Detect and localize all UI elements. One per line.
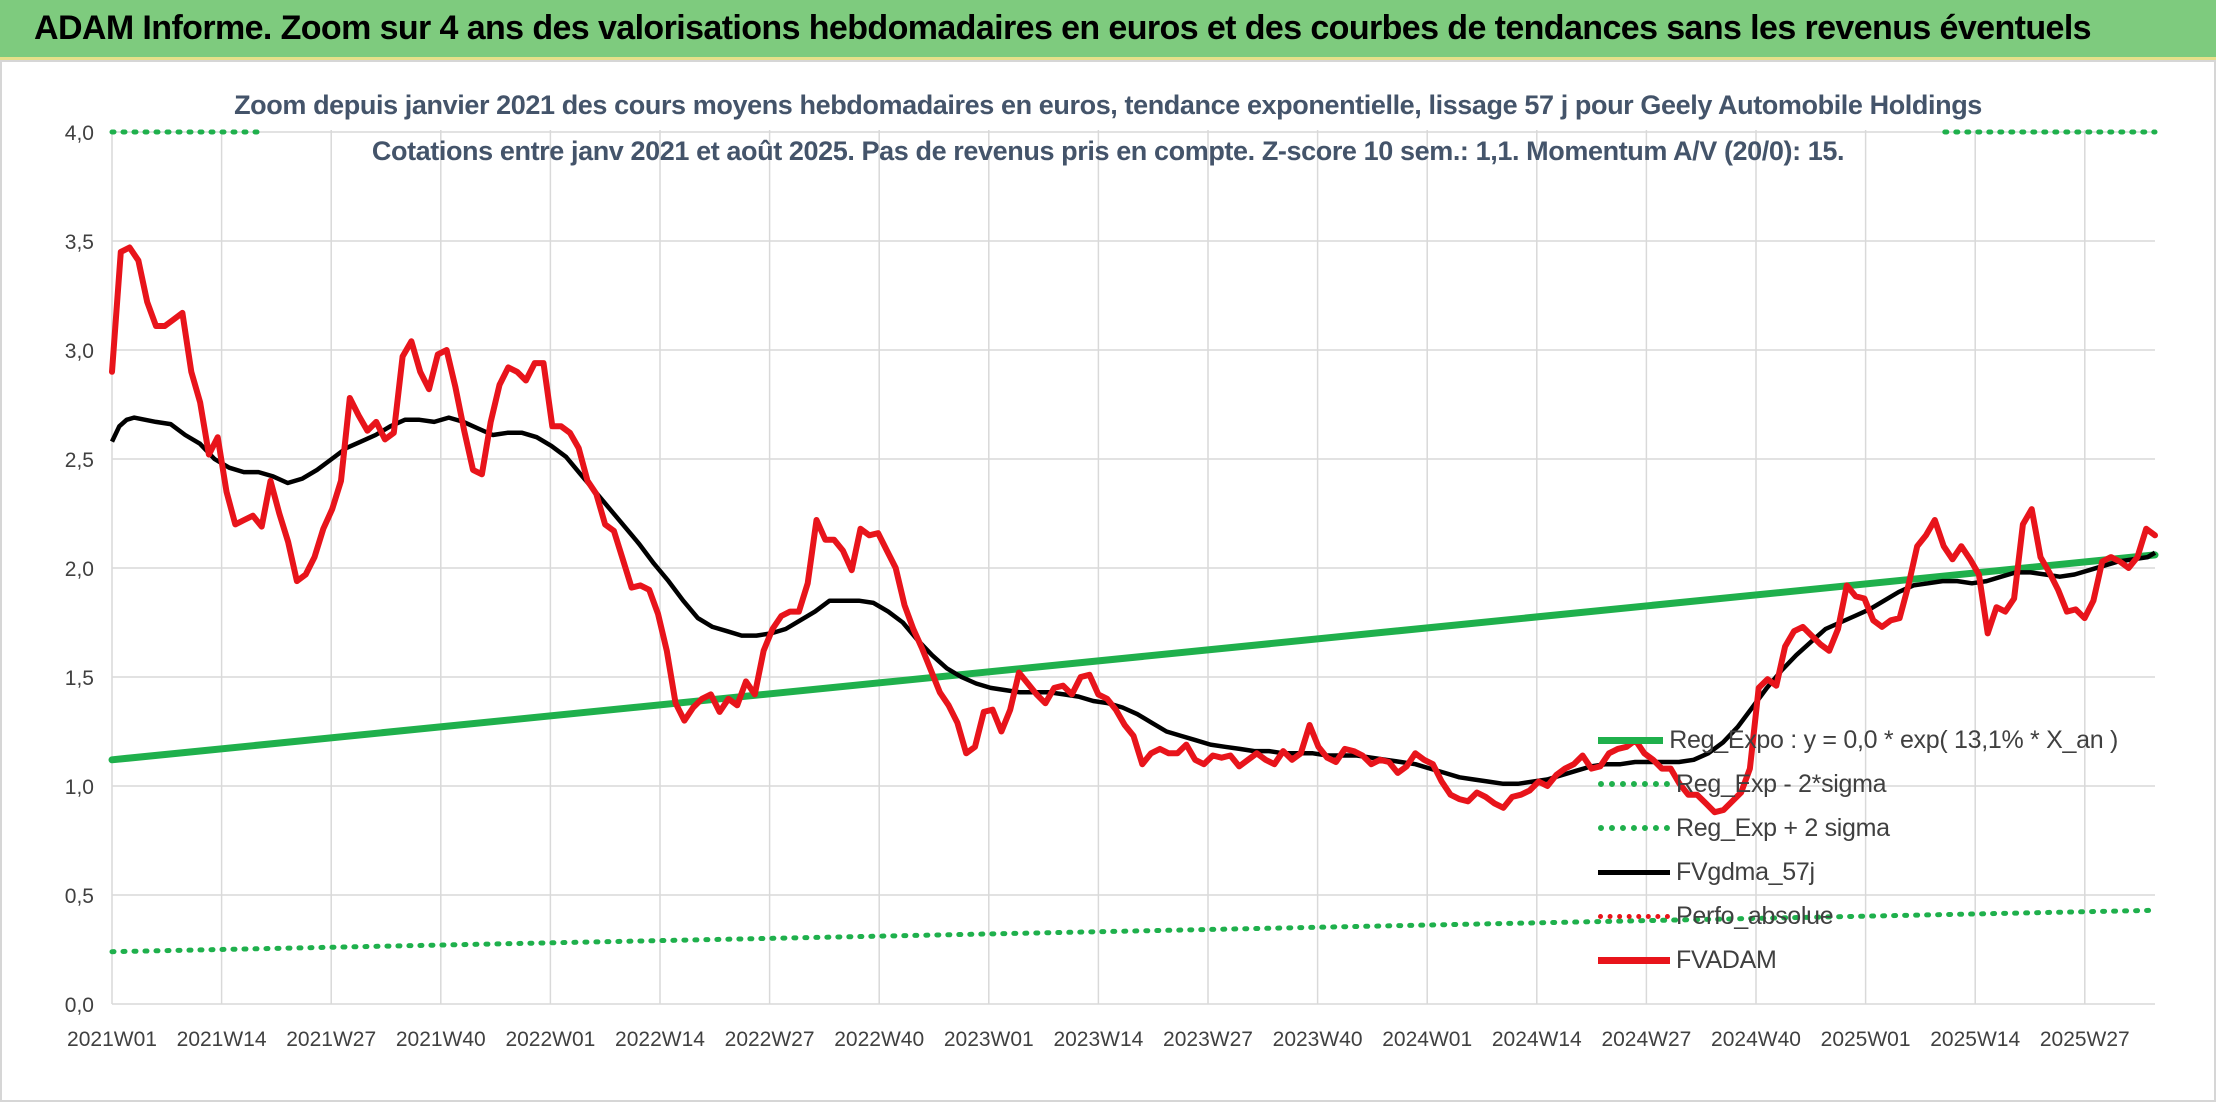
chart-subtitle: Cotations entre janv 2021 et août 2025. … xyxy=(371,136,1845,166)
chart-title: Zoom depuis janvier 2021 des cours moyen… xyxy=(234,90,1982,120)
y-tick-label: 0,0 xyxy=(65,994,94,1017)
y-tick-label: 1,0 xyxy=(65,776,94,799)
legend-swatch-solid-green xyxy=(1598,736,1664,744)
legend-label: FVgdma_57j xyxy=(1676,857,1815,886)
x-tick-label: 2023W40 xyxy=(1273,1028,1363,1051)
x-tick-label: 2024W14 xyxy=(1492,1028,1582,1051)
chart-series-layer xyxy=(108,129,2159,955)
report-title: ADAM Informe. Zoom sur 4 ans des valoris… xyxy=(34,9,2092,47)
legend-label: Reg_Expo : y = 0,0 * exp( 13,1% * X_an ) xyxy=(1669,725,2118,754)
y-tick-label: 3,0 xyxy=(65,340,94,363)
chart-legend: Reg_Expo : y = 0,0 * exp( 13,1% * X_an )… xyxy=(1598,718,2118,982)
x-tick-label: 2022W40 xyxy=(834,1028,924,1051)
y-tick-label: 3,5 xyxy=(65,231,94,254)
y-tick-label: 0,5 xyxy=(65,885,94,908)
report-banner: ADAM Informe. Zoom sur 4 ans des valoris… xyxy=(0,0,2216,60)
x-tick-label: 2023W01 xyxy=(944,1028,1034,1051)
series-fvadam xyxy=(109,244,2158,816)
x-tick-label: 2023W27 xyxy=(1163,1028,1253,1051)
chart-tick-labels: 0,0 0,5 1,0 1,5 2,0 2,5 3,0 3,5 4,0 2021W01 2021W1… xyxy=(65,122,2130,1051)
legend-swatch-solid-red xyxy=(1598,956,1670,964)
x-tick-label: 2022W14 xyxy=(615,1028,705,1051)
legend-item-fvadam: FVADAM xyxy=(1598,938,2118,982)
x-tick-label: 2024W01 xyxy=(1382,1028,1472,1051)
legend-swatch-dotted-green xyxy=(1598,781,1670,787)
legend-item-reg-exp-plus: Reg_Exp + 2 sigma xyxy=(1598,806,2118,850)
legend-label: Reg_Exp + 2 sigma xyxy=(1676,813,1890,842)
y-tick-label: 2,5 xyxy=(65,449,94,472)
x-tick-label: 2022W01 xyxy=(505,1028,595,1051)
legend-item-reg-expo: Reg_Expo : y = 0,0 * exp( 13,1% * X_an ) xyxy=(1598,718,2118,762)
legend-swatch-dotted-green xyxy=(1598,825,1670,831)
legend-label: Perfo_absolue xyxy=(1676,901,1834,930)
legend-item-reg-exp-minus: Reg_Exp - 2*sigma xyxy=(1598,762,2118,806)
chart-grid xyxy=(111,130,2155,1005)
x-tick-label: 2025W01 xyxy=(1821,1028,1911,1051)
legend-item-fvgdma: FVgdma_57j xyxy=(1598,850,2118,894)
legend-swatch-dotted-red xyxy=(1598,913,1670,919)
x-tick-label: 2021W40 xyxy=(396,1028,486,1051)
legend-label: Reg_Exp - 2*sigma xyxy=(1676,769,1887,798)
legend-label: FVADAM xyxy=(1676,945,1777,974)
series-reg-expo xyxy=(108,551,2159,764)
y-tick-label: 2,0 xyxy=(65,558,94,581)
series-reg-exp-minus-2sigma xyxy=(109,907,2158,955)
chart-frame xyxy=(0,60,2216,1102)
legend-swatch-solid-black xyxy=(1598,869,1670,875)
series-fvgdma-57j xyxy=(109,415,2157,787)
y-tick-label: 1,5 xyxy=(65,667,94,690)
x-tick-label: 2024W27 xyxy=(1601,1028,1691,1051)
x-tick-label: 2023W14 xyxy=(1053,1028,1143,1051)
x-tick-label: 2025W27 xyxy=(2040,1028,2130,1051)
x-tick-label: 2025W14 xyxy=(1930,1028,2020,1051)
x-tick-label: 2021W27 xyxy=(286,1028,376,1051)
x-tick-label: 2024W40 xyxy=(1711,1028,1801,1051)
x-tick-label: 2021W01 xyxy=(67,1028,157,1051)
x-tick-label: 2021W14 xyxy=(177,1028,267,1051)
legend-item-perfo-absolue: Perfo_absolue xyxy=(1598,894,2118,938)
y-tick-label: 4,0 xyxy=(65,122,94,145)
x-tick-label: 2022W27 xyxy=(725,1028,815,1051)
